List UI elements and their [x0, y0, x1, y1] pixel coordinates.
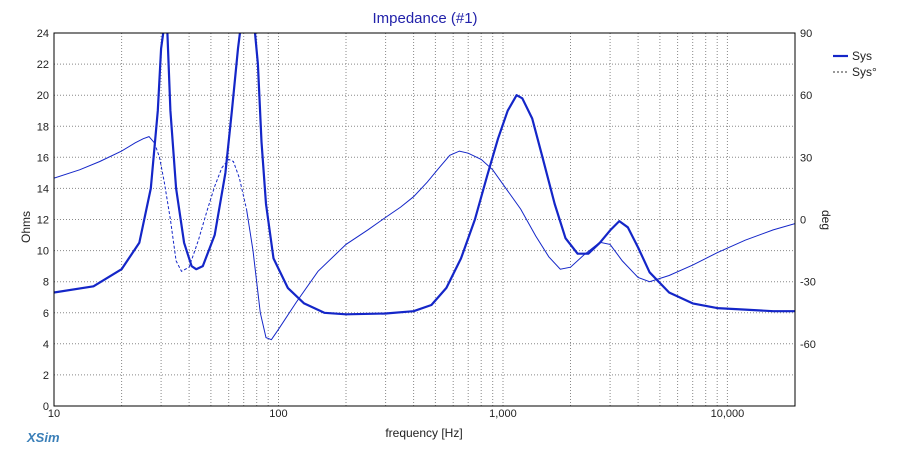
y-left-tick-label: 6: [43, 308, 49, 320]
y-left-tick-label: 10: [37, 246, 49, 258]
xsim-brand-label: XSim: [26, 430, 60, 445]
y-right-tick-labels: -60 -30 0 30 60 90: [800, 28, 816, 351]
legend-label: Sys: [852, 49, 872, 63]
y-left-tick-label: 12: [37, 215, 49, 227]
y-right-tick-label: 0: [800, 215, 806, 227]
series-line-sys-phase: [246, 150, 795, 341]
plot-series: [54, 33, 795, 341]
x-tick-label: 1,000: [489, 408, 517, 420]
legend: Sys Sys°: [833, 49, 877, 79]
grid: [54, 33, 795, 406]
x-tick-label: 10,000: [711, 408, 745, 420]
y-left-tick-label: 18: [37, 121, 49, 133]
y-right-tick-label: -60: [800, 339, 816, 351]
y-left-tick-label: 24: [37, 28, 49, 40]
series-line-sys: [54, 33, 795, 316]
x-tick-labels: 10 100 1,000 10,000: [48, 408, 744, 420]
y-left-tick-label: 22: [37, 59, 49, 71]
series-line-sys-phase: [54, 136, 155, 179]
chart-title: Impedance (#1): [372, 10, 477, 27]
y-left-axis-label: Ohms: [19, 211, 33, 243]
x-tick-label: 100: [269, 408, 287, 420]
y-left-tick-label: 8: [43, 277, 49, 289]
y-right-tick-label: 90: [800, 28, 812, 40]
x-axis-label: frequency [Hz]: [385, 426, 462, 440]
y-right-axis-label: deg: [819, 210, 833, 230]
plot-frame: [53, 32, 796, 407]
y-right-tick-label: 60: [800, 90, 812, 102]
y-left-tick-label: 4: [43, 339, 49, 351]
y-left-tick-label: 2: [43, 370, 49, 382]
y-right-tick-label: 30: [800, 152, 812, 164]
x-tick-label: 10: [48, 408, 60, 420]
legend-label: Sys°: [852, 65, 877, 79]
y-left-tick-label: 16: [37, 152, 49, 164]
y-left-tick-label: 20: [37, 90, 49, 102]
y-left-tick-label: 14: [37, 183, 49, 195]
y-right-tick-label: -30: [800, 277, 816, 289]
y-left-tick-label: 0: [43, 401, 49, 413]
series-line-sys-phase-dashed: [153, 142, 247, 272]
